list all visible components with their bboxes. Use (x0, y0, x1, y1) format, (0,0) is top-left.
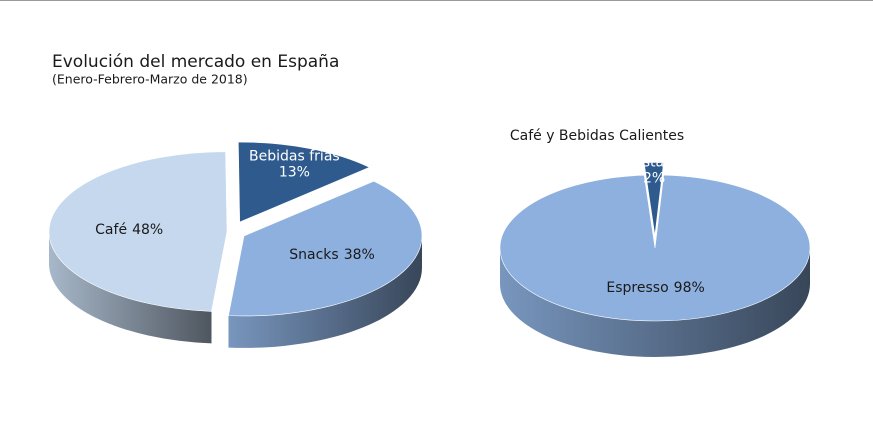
data-label: Espresso 98% (606, 280, 704, 296)
slice (499, 174, 811, 322)
slice-side (49, 231, 212, 344)
slice (238, 141, 371, 223)
data-label: Instant 2% (630, 154, 679, 186)
category-label: Espresso (606, 280, 668, 296)
value-label: 13% (279, 165, 310, 181)
slice-side (500, 248, 810, 357)
slice-side (228, 235, 422, 348)
value-label: 48% (132, 222, 163, 238)
category-label: Café (95, 222, 127, 238)
chart-title: Café y Bebidas Calientes (510, 128, 684, 144)
chart-title: Evolución del mercado en España (52, 52, 339, 72)
value-label: 98% (674, 280, 705, 296)
slice (643, 162, 664, 236)
category-label: Snacks (289, 247, 338, 263)
data-label: Café 48% (95, 222, 163, 238)
data-label: Bebidas frías 13% (249, 149, 340, 181)
value-label: 38% (344, 247, 375, 263)
chart-subtitle: (Enero-Febrero-Marzo de 2018) (52, 72, 248, 87)
category-label: Bebidas frías (249, 149, 340, 165)
data-label: Snacks 38% (289, 247, 375, 263)
slice (228, 180, 423, 317)
slice (48, 151, 228, 312)
category-label: Instant (630, 154, 679, 170)
value-label: 2% (643, 170, 665, 186)
